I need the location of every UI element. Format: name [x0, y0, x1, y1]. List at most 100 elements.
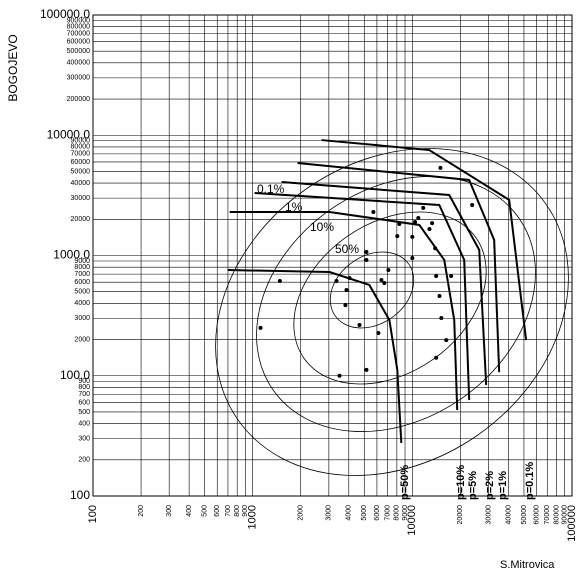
y-tick-label: 5000 [74, 289, 90, 296]
contour-label: 10% [310, 220, 334, 234]
curve-label: p=10% [455, 465, 467, 500]
curve-label: p=5% [467, 471, 479, 500]
y-tick-label: 7000 [74, 271, 90, 278]
contours [215, 148, 569, 476]
y-tick-label: 10000.0 [47, 127, 91, 141]
curve [297, 161, 501, 373]
point [433, 246, 438, 251]
x-tick-label: 40000 [505, 505, 512, 525]
plot-frame [92, 14, 573, 497]
point [449, 273, 454, 278]
y-tick-label: 900000 [67, 17, 90, 24]
point [395, 234, 400, 239]
x-tick-label: 60000 [533, 505, 540, 525]
point [357, 323, 362, 328]
x-tick-label: 50000 [521, 505, 528, 525]
point [334, 278, 339, 283]
x-tick-label: 500 [201, 505, 208, 517]
y-tick-label: 300 [78, 435, 90, 442]
x-tick-label: 2000 [298, 505, 305, 521]
point [344, 288, 349, 293]
point [397, 221, 402, 226]
x-tick-label: 1000 [247, 505, 259, 529]
x-tick-label: 900 [242, 505, 249, 517]
point [416, 216, 421, 221]
x-tick-label: 100000 [566, 505, 576, 542]
y-tick-label: 800000 [67, 23, 90, 30]
point [382, 281, 387, 286]
y-tick-label: 60000 [71, 159, 91, 166]
y-tick-label: 50000 [71, 168, 91, 175]
y-tick-label: 9000 [74, 258, 90, 265]
point [410, 256, 415, 261]
y-tick-label: 600 [78, 399, 90, 406]
y-tick-label: 6000 [74, 279, 90, 286]
curve [229, 211, 459, 411]
x-tick-label: 70000 [544, 505, 551, 525]
y-tick-label: 100 [70, 488, 90, 502]
x-tick-label: 90000 [562, 505, 569, 525]
y-tick-label: 100000.0 [40, 7, 90, 21]
x-tick-label: 7000 [384, 505, 391, 521]
y-tick-label: 1000.0 [53, 248, 90, 262]
point [386, 268, 391, 273]
point [258, 325, 263, 330]
curve-label: p=1% [497, 471, 509, 500]
point [427, 227, 432, 232]
point [364, 249, 369, 254]
contour-line [256, 176, 536, 432]
y-tick-label: 70000 [71, 151, 91, 158]
y-tick-label: 3000 [74, 315, 90, 322]
point [364, 257, 369, 262]
curve-label: p=0.1% [524, 462, 536, 500]
point [410, 234, 415, 239]
point [343, 303, 348, 308]
y-tick-label: 200 [78, 457, 90, 464]
point [434, 273, 439, 278]
point [364, 367, 369, 372]
y-tick-label: 700000 [67, 30, 90, 37]
contour-line [329, 251, 415, 329]
curve [281, 181, 488, 386]
point [379, 278, 384, 283]
x-tick-label: 5000 [361, 505, 368, 521]
x-tick-label: 4000 [346, 505, 353, 521]
x-tick-label: 8000 [394, 505, 401, 521]
x-tick-label: 700 [225, 505, 232, 517]
x-tick-label: 9000 [402, 505, 409, 521]
y-tick-label: 20000 [71, 216, 91, 223]
y-tick-label: 8000 [74, 264, 90, 271]
x-tick-label: 200 [138, 505, 145, 517]
point [277, 278, 282, 283]
y-tick-label: 4000 [74, 300, 90, 307]
y-tick-label: 100.0 [60, 368, 90, 382]
y-tick-label: 40000 [71, 180, 91, 187]
contour-line [293, 211, 487, 385]
y-tick-label: 900 [78, 378, 90, 385]
y-axis-label: BOGOJEVO [6, 34, 20, 101]
y-tick-label: 500000 [67, 48, 90, 55]
y-tick-label: 80000 [71, 144, 91, 151]
curve-label: p=2% [484, 471, 496, 500]
y-tick-label: 2000 [74, 336, 90, 343]
y-tick-label: 700 [78, 391, 90, 398]
point [434, 355, 439, 360]
contour-line [215, 148, 569, 476]
y-tick-label: 500 [78, 409, 90, 416]
point [421, 205, 426, 210]
point [337, 373, 342, 378]
curve [227, 269, 403, 444]
x-tick-label: 800 [234, 505, 241, 517]
x-tick-label: 300 [166, 505, 173, 517]
point [470, 203, 475, 208]
x-tick-label: 80000 [553, 505, 560, 525]
y-tick-label: 400000 [67, 60, 90, 67]
contour-label: 1% [285, 200, 303, 214]
point [437, 294, 442, 299]
point [347, 275, 352, 280]
x-axis-label: S.Mitrovica [500, 559, 555, 571]
x-tick-label: 400 [186, 505, 193, 517]
point [371, 210, 376, 215]
